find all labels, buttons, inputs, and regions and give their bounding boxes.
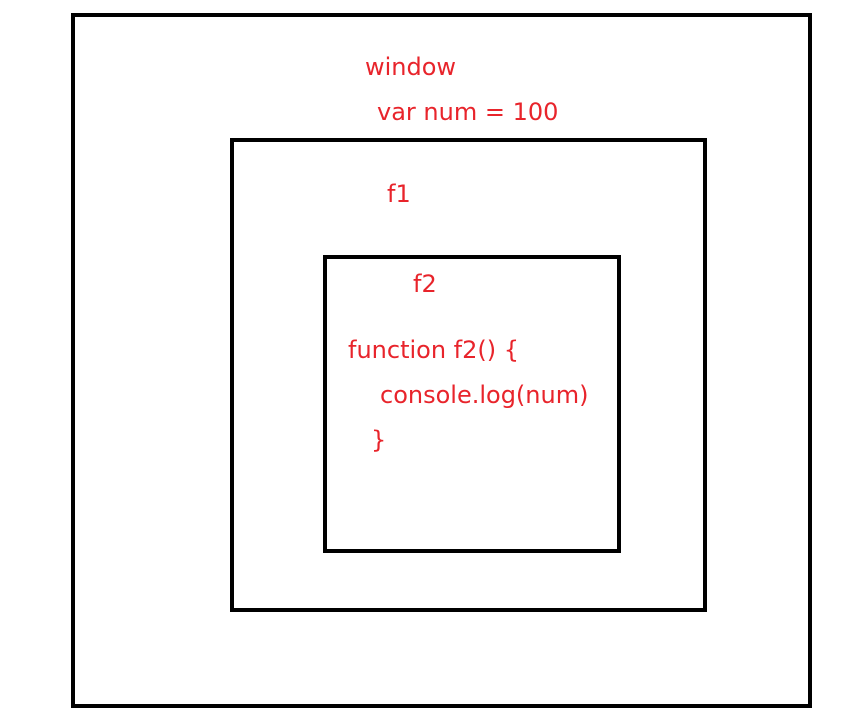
- f1-scope-label: f1: [387, 180, 411, 208]
- code-line-console-log: console.log(num): [380, 381, 589, 409]
- code-line-function-signature: function f2() {: [348, 336, 520, 364]
- num-declaration: var num = 100: [377, 98, 559, 126]
- window-scope-box: [71, 13, 812, 708]
- window-scope-label: window: [365, 53, 457, 81]
- f2-scope-box: [323, 255, 621, 553]
- code-line-closing-brace: }: [371, 426, 387, 454]
- f2-scope-label: f2: [413, 270, 437, 298]
- f1-scope-box: [230, 138, 707, 612]
